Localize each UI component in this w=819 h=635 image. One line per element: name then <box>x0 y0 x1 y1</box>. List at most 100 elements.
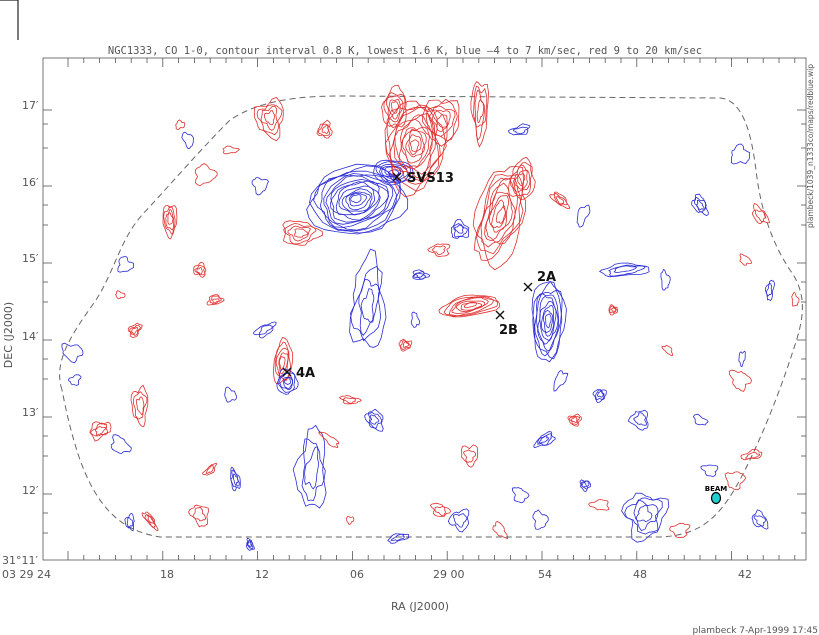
red-contour <box>131 326 138 335</box>
red-contour <box>260 105 278 131</box>
red-contour <box>294 228 309 238</box>
x-tick-label: 03 29 24 <box>2 568 51 581</box>
blue-contour <box>512 126 529 134</box>
beam-ellipse <box>710 491 722 505</box>
blue-contour <box>553 370 569 392</box>
red-contour <box>385 95 404 123</box>
beam-indicator: BEAM <box>705 485 727 505</box>
blue-contour <box>126 517 134 529</box>
red-contour <box>390 101 400 114</box>
blue-contour <box>224 386 237 403</box>
blue-contour <box>581 481 587 488</box>
blue-contour <box>247 541 252 548</box>
source-label: 4A <box>296 366 315 381</box>
blue-contour <box>369 414 380 425</box>
footer-timestamp: plambeck 7-Apr-1999 17:45 <box>693 626 819 635</box>
blue-contour <box>283 377 292 385</box>
red-contour <box>206 294 225 306</box>
blue-contour <box>541 304 555 337</box>
red-contour <box>495 205 506 224</box>
blue-contour <box>67 374 82 386</box>
blue-contour <box>595 389 605 401</box>
blue-contour <box>251 177 269 196</box>
blue-contour <box>693 196 707 213</box>
red-contour <box>438 294 501 318</box>
red-contour <box>571 416 578 424</box>
red-contour <box>428 105 456 137</box>
blue-contour <box>580 480 590 490</box>
x-tick-label: 42 <box>738 568 752 581</box>
red-contour <box>282 220 324 246</box>
blue-contour <box>330 178 390 223</box>
blue-contour <box>532 509 549 530</box>
red-contour <box>490 199 507 228</box>
blue-contour <box>292 424 327 509</box>
source-label: 2A <box>537 270 556 285</box>
red-contour <box>130 384 149 428</box>
x-tick-label: 54 <box>538 568 552 581</box>
red-contour <box>279 356 286 370</box>
blue-contour <box>258 324 273 335</box>
blue-contour <box>341 188 373 212</box>
source-marker-svs13: SVS13 <box>392 171 454 186</box>
blue-contour <box>692 413 709 426</box>
blue-contour <box>387 533 410 544</box>
red-contour <box>461 444 479 468</box>
blue-contour <box>511 487 530 504</box>
red-contour <box>473 174 526 262</box>
red-contour <box>608 304 619 316</box>
y-tick-label: 14′ <box>22 330 39 343</box>
plot-frame <box>42 57 807 561</box>
blue-contour <box>508 123 531 136</box>
blue-contour <box>613 265 638 273</box>
red-contour <box>555 195 564 205</box>
red-contour <box>287 225 312 242</box>
red-contour <box>400 126 430 169</box>
red-contour <box>394 114 434 175</box>
red-contour <box>193 261 207 278</box>
y-tick-label: 31°11′ <box>2 554 38 567</box>
blue-contour <box>348 192 367 207</box>
blue-contour <box>330 180 381 221</box>
red-contour <box>410 139 420 152</box>
blue-contour <box>635 504 653 523</box>
red-contour <box>431 110 451 132</box>
red-contour <box>791 291 800 307</box>
blue-contour <box>453 223 468 238</box>
red-contour <box>205 464 215 475</box>
red-contour <box>165 208 175 231</box>
red-contour <box>94 426 107 436</box>
blue-contour <box>232 473 239 485</box>
corner-frame <box>0 0 19 40</box>
blue-contour <box>624 497 663 535</box>
red-contour <box>728 369 752 392</box>
red-contour <box>132 391 148 420</box>
blue-contour <box>246 539 254 550</box>
blue-contour <box>350 265 383 342</box>
blue-contour <box>345 191 372 210</box>
blue-contour <box>368 411 383 429</box>
blue-contour <box>454 224 464 234</box>
blue-contour <box>319 174 397 231</box>
blue-contour <box>579 479 592 492</box>
blue-contour <box>545 313 552 329</box>
red-contour <box>388 99 401 120</box>
red-contour <box>273 337 294 385</box>
red-contour <box>402 341 410 348</box>
red-contour <box>472 166 525 271</box>
blue-contour <box>181 131 195 150</box>
blue-contour <box>364 408 384 432</box>
red-contour <box>90 422 108 437</box>
red-contour <box>316 119 333 139</box>
red-contour <box>611 306 617 313</box>
blue-contour <box>338 185 375 216</box>
red-contour <box>509 162 533 197</box>
red-contour <box>194 163 218 187</box>
blue-contour <box>691 193 709 216</box>
cross-marker-icon <box>495 310 505 320</box>
y-tick-label: 13′ <box>22 406 39 419</box>
red-contour <box>405 129 426 158</box>
red-contour <box>163 206 176 235</box>
blue-contour <box>282 376 294 390</box>
